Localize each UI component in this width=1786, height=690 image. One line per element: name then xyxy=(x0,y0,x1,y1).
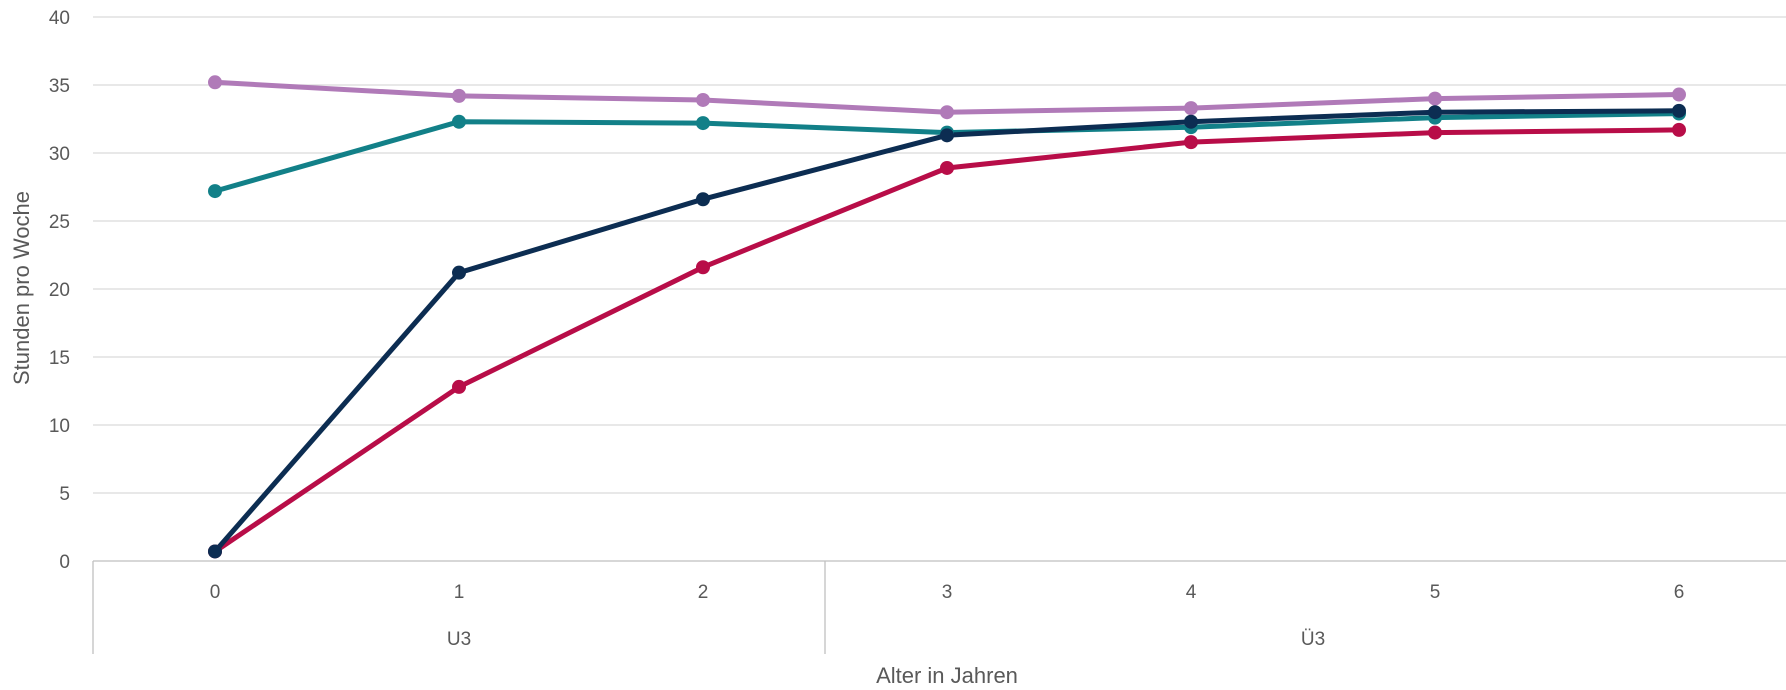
x-tick-label: 4 xyxy=(1186,582,1197,603)
series-line-3 xyxy=(212,127,1682,554)
data-point xyxy=(1428,105,1442,120)
x-axis-title: Alter in Jahren xyxy=(876,663,1018,688)
y-tick-label: 35 xyxy=(49,76,70,97)
x-tick-label: 3 xyxy=(942,582,953,603)
data-point xyxy=(696,92,710,107)
x-group-label: U3 xyxy=(447,629,471,650)
y-tick-label: 25 xyxy=(49,212,70,233)
data-point xyxy=(940,105,954,120)
data-point xyxy=(1184,114,1198,129)
x-axis-tick-labels: 0 1 2 3 4 5 6 xyxy=(210,582,1685,603)
x-tick-label: 6 xyxy=(1674,582,1685,603)
y-axis-title: Stunden pro Woche xyxy=(9,191,34,385)
data-point xyxy=(696,192,710,207)
y-tick-label: 40 xyxy=(49,8,70,29)
data-point xyxy=(696,260,710,275)
x-tick-label: 0 xyxy=(210,582,221,603)
data-point xyxy=(940,128,954,143)
series-markers xyxy=(208,75,1686,559)
x-tick-label: 2 xyxy=(698,582,709,603)
y-tick-label: 5 xyxy=(59,484,70,505)
data-point xyxy=(452,379,466,394)
x-axis xyxy=(92,560,1786,654)
y-tick-label: 0 xyxy=(59,552,70,573)
y-tick-label: 15 xyxy=(49,348,70,369)
x-tick-label: 5 xyxy=(1430,582,1441,603)
data-point xyxy=(1672,87,1686,102)
x-tick-label: 1 xyxy=(454,582,465,603)
y-tick-label: 30 xyxy=(49,144,70,165)
gridlines xyxy=(93,16,1786,494)
data-point xyxy=(208,75,222,90)
data-point xyxy=(1184,101,1198,116)
data-point xyxy=(1428,125,1442,140)
data-point xyxy=(1428,91,1442,106)
data-point xyxy=(208,544,222,559)
x-axis-group-labels: U3 Ü3 xyxy=(447,629,1325,650)
y-axis-tick-labels: 0 5 10 15 20 25 30 35 40 xyxy=(49,8,70,573)
data-point xyxy=(208,184,222,199)
data-point xyxy=(1672,122,1686,137)
data-point xyxy=(1184,135,1198,150)
data-point xyxy=(452,88,466,103)
x-group-label: Ü3 xyxy=(1301,629,1325,650)
data-point xyxy=(940,160,954,175)
data-point xyxy=(452,265,466,280)
series-line-4 xyxy=(212,108,1682,554)
data-point xyxy=(452,114,466,129)
data-point xyxy=(696,116,710,131)
data-point xyxy=(1672,103,1686,118)
y-tick-label: 10 xyxy=(49,416,70,437)
y-tick-label: 20 xyxy=(49,280,70,301)
